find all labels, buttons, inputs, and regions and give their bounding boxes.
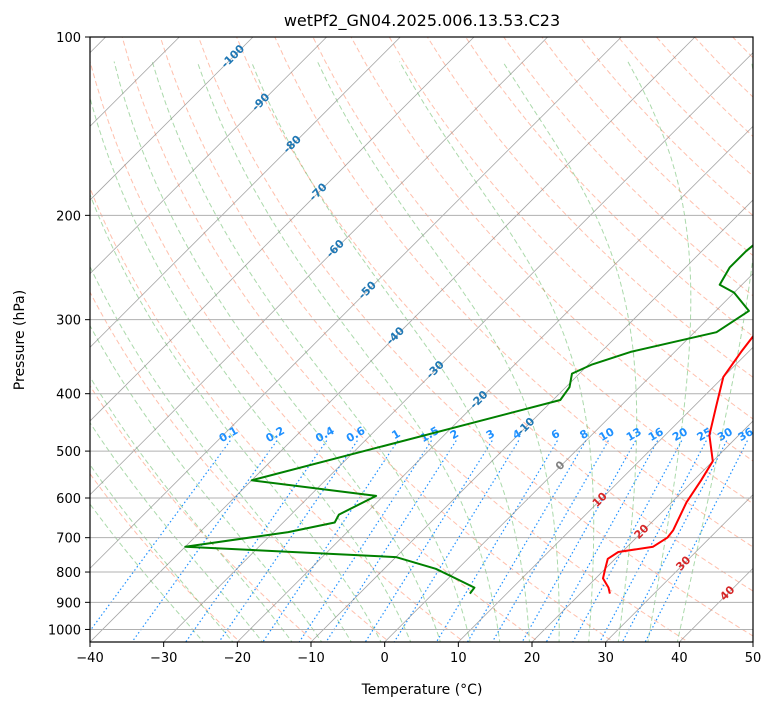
moist-adiabat <box>90 193 382 642</box>
mixing-ratio-line <box>218 440 358 642</box>
isotherm-line <box>90 37 401 348</box>
mixing-ratio-line <box>262 440 399 642</box>
mixing-ratio-line <box>545 440 659 642</box>
x-tick-label: 30 <box>597 651 614 666</box>
y-axis: 100 200 300 400 500 600 700 800 900 1000 <box>48 31 90 638</box>
dry-adiabat <box>236 37 753 592</box>
isotherm-line <box>90 37 327 275</box>
isotherm-line <box>90 37 622 569</box>
profile-traces <box>184 244 753 595</box>
dry-adiabat <box>90 59 540 642</box>
moist-adiabat <box>90 95 412 642</box>
isotherm-line <box>163 52 753 642</box>
x-tick-label: 50 <box>745 651 762 666</box>
dry-adiabat <box>350 37 753 462</box>
mixing-ratio-label: 36 <box>736 425 756 444</box>
dry-adiabat <box>771 37 775 644</box>
mixing-ratio-line <box>325 440 457 642</box>
x-tick-label: −40 <box>76 651 103 666</box>
chart-title: wetPf2_GN04.2025.006.13.53.C23 <box>284 11 560 31</box>
y-tick-label: 300 <box>56 314 81 329</box>
x-tick-label: 40 <box>671 651 688 666</box>
mixing-ratio-line <box>572 440 683 642</box>
dry-adiabat <box>388 37 753 420</box>
isotherm-line <box>90 37 475 422</box>
y-tick-label: 200 <box>56 209 81 224</box>
isotherm-line <box>531 420 753 642</box>
x-tick-label: 10 <box>450 651 467 666</box>
mixing-ratio-line <box>131 440 278 642</box>
mixing-ratio-line <box>364 440 493 642</box>
mixing-ratio-line <box>298 440 433 642</box>
isotherm-line <box>90 37 548 496</box>
isotherm-line <box>752 641 753 642</box>
mixing-ratio-line <box>491 440 609 642</box>
x-axis: −40 −30 −20 −10 0 10 20 30 40 50 <box>76 642 761 666</box>
isotherm-line <box>237 125 753 642</box>
dry-adiabat <box>312 37 753 505</box>
y-tick-label: 1000 <box>48 623 81 638</box>
y-axis-label: Pressure (hPa) <box>12 290 28 390</box>
isotherm-line <box>605 494 753 642</box>
pressure-gridlines <box>90 37 753 630</box>
x-tick-label: 20 <box>524 651 541 666</box>
isotherm-line <box>458 346 753 642</box>
mixing-ratio-line <box>185 440 328 642</box>
x-tick-label: −30 <box>150 651 177 666</box>
y-tick-label: 700 <box>56 532 81 547</box>
dry-adiabat <box>90 384 316 642</box>
x-axis-label: Temperature (°C) <box>361 682 483 698</box>
isotherm-line <box>90 37 254 201</box>
y-tick-label: 500 <box>56 445 81 460</box>
dry-adiabat <box>274 37 753 548</box>
x-tick-label: −10 <box>297 651 324 666</box>
x-tick-label: 0 <box>381 651 389 666</box>
mixing-ratio-line <box>466 440 587 642</box>
dry-adiabat <box>198 37 753 637</box>
y-tick-label: 400 <box>56 388 81 403</box>
plot-background <box>90 37 753 642</box>
isotherm-line <box>90 37 696 642</box>
dry-adiabat <box>503 37 753 297</box>
plot-frame <box>89 36 754 643</box>
x-tick-label: −20 <box>224 651 251 666</box>
dewpoint-trace <box>184 244 753 595</box>
mixing-ratio-line <box>521 440 637 642</box>
temperature-trace <box>602 334 753 594</box>
y-tick-label: 600 <box>56 492 81 507</box>
dry-adiabat <box>465 37 753 338</box>
isotherm-line <box>310 199 753 642</box>
y-tick-label: 900 <box>56 596 81 611</box>
y-tick-label: 100 <box>56 31 81 46</box>
y-tick-label: 800 <box>56 566 81 581</box>
mixing-ratio-line <box>599 440 707 642</box>
